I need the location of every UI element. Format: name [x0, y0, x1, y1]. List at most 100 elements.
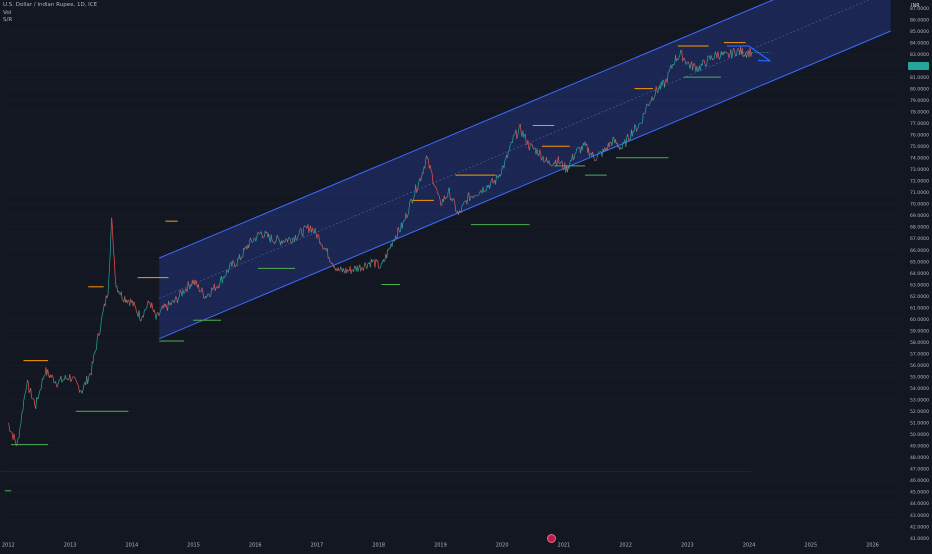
price-candle — [372, 260, 373, 262]
price-candle — [33, 399, 34, 400]
price-candle — [113, 230, 114, 250]
price-candle — [152, 303, 153, 308]
price-candle — [367, 264, 368, 269]
y-tick-label: 49.0000 — [910, 444, 929, 450]
y-tick-label: 63.0000 — [910, 282, 929, 288]
price-candle — [339, 271, 340, 272]
price-candle — [22, 411, 23, 412]
price-candle — [154, 310, 155, 315]
price-candle — [365, 262, 366, 266]
price-candle — [83, 385, 84, 390]
y-tick-label: 62.0000 — [910, 294, 929, 300]
price-candle — [65, 375, 66, 379]
price-candle — [21, 412, 22, 423]
x-tick-label: 2018 — [372, 543, 385, 549]
price-candle — [363, 266, 364, 271]
price-candle — [99, 334, 100, 336]
y-tick-label: 44.0000 — [910, 501, 929, 507]
flag-icon[interactable] — [547, 534, 556, 543]
y-tick-label: 45.0000 — [910, 490, 929, 496]
price-candle — [341, 267, 342, 269]
y-tick-label: 74.0000 — [910, 156, 929, 162]
price-candle — [76, 380, 77, 382]
y-tick-label: 66.0000 — [910, 248, 929, 254]
price-candle — [89, 374, 90, 378]
price-candle — [387, 250, 388, 259]
price-candle — [77, 382, 78, 384]
y-tick-label: 60.0000 — [910, 317, 929, 323]
price-candle — [23, 401, 24, 412]
price-candle — [681, 50, 682, 51]
price-candle — [52, 375, 53, 377]
y-tick-label: 51.0000 — [910, 421, 929, 427]
y-tick-label: 59.0000 — [910, 328, 929, 334]
price-candle — [102, 310, 103, 314]
price-candle — [347, 270, 348, 274]
symbol-title[interactable]: U.S. Dollar / Indian Rupee, 1D, ICE — [3, 2, 97, 10]
price-candle — [343, 268, 344, 271]
price-candle — [146, 306, 147, 309]
price-candle — [25, 392, 26, 395]
y-tick-label: 83.0000 — [910, 52, 929, 58]
price-candle — [88, 378, 89, 384]
y-tick-label: 84.0000 — [910, 40, 929, 46]
price-candle — [56, 381, 57, 386]
price-candle — [108, 277, 109, 295]
price-candle — [53, 377, 54, 383]
price-candle — [127, 300, 128, 303]
y-tick-label: 53.0000 — [910, 398, 929, 404]
sr-indicator-label[interactable]: S/R — [3, 17, 97, 25]
price-candle — [125, 296, 126, 302]
price-candle — [620, 147, 621, 149]
price-candle — [102, 314, 103, 318]
price-candle — [74, 377, 75, 378]
price-candle — [153, 308, 154, 312]
price-candle — [17, 438, 18, 443]
price-candle — [567, 167, 568, 172]
vol-indicator-label[interactable]: Vol — [3, 10, 97, 18]
price-candle — [350, 266, 351, 274]
price-candle — [39, 390, 40, 391]
price-candle — [115, 276, 116, 286]
x-tick-label: 2016 — [249, 543, 262, 549]
price-candle — [134, 301, 135, 305]
price-candle — [176, 297, 177, 298]
price-candle — [28, 382, 29, 393]
price-candle — [63, 380, 64, 381]
y-tick-label: 58.0000 — [910, 340, 929, 346]
price-candle — [48, 369, 49, 374]
x-tick-label: 2014 — [125, 543, 138, 549]
price-candle — [113, 250, 114, 259]
price-candle — [93, 355, 94, 364]
x-tick-label: 2021 — [558, 543, 571, 549]
grid-layer — [0, 8, 903, 538]
price-candle — [31, 388, 32, 398]
price-candle — [117, 286, 118, 292]
price-candle — [110, 238, 111, 261]
price-candle — [82, 390, 83, 394]
price-candle — [95, 350, 96, 353]
y-tick-label: 46.0000 — [910, 478, 929, 484]
x-tick-label: 2025 — [804, 543, 817, 549]
y-tick-label: 47.0000 — [910, 467, 929, 473]
price-candle — [71, 377, 72, 381]
price-candle — [596, 158, 597, 160]
price-candle — [352, 269, 353, 270]
y-tick-label: 61.0000 — [910, 305, 929, 311]
price-candle — [36, 397, 37, 409]
x-tick-label: 2024 — [743, 543, 756, 549]
price-candle — [38, 398, 39, 399]
price-candle — [34, 400, 35, 406]
x-tick-label: 2022 — [619, 543, 632, 549]
price-candle — [148, 301, 149, 303]
price-candle — [136, 307, 137, 312]
y-tick-label: 69.0000 — [910, 213, 929, 219]
y-tick-label: 79.0000 — [910, 98, 929, 104]
price-candle — [40, 388, 41, 390]
price-candle — [100, 328, 101, 334]
currency-label: INR — [911, 3, 920, 9]
price-candle — [41, 378, 42, 388]
price-candle — [135, 305, 136, 307]
